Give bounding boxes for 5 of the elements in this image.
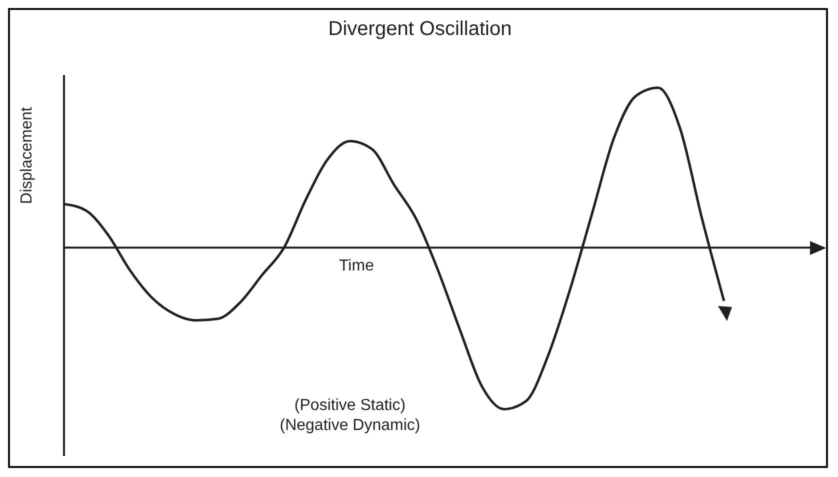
annotation: (Positive Static) <box>293 396 407 416</box>
chart-title: Divergent Oscillation <box>327 18 513 41</box>
y-axis-title: Displacement <box>18 106 36 204</box>
text: (Negative Dynamic) <box>278 416 422 436</box>
x-axis-title: Time <box>339 258 374 275</box>
